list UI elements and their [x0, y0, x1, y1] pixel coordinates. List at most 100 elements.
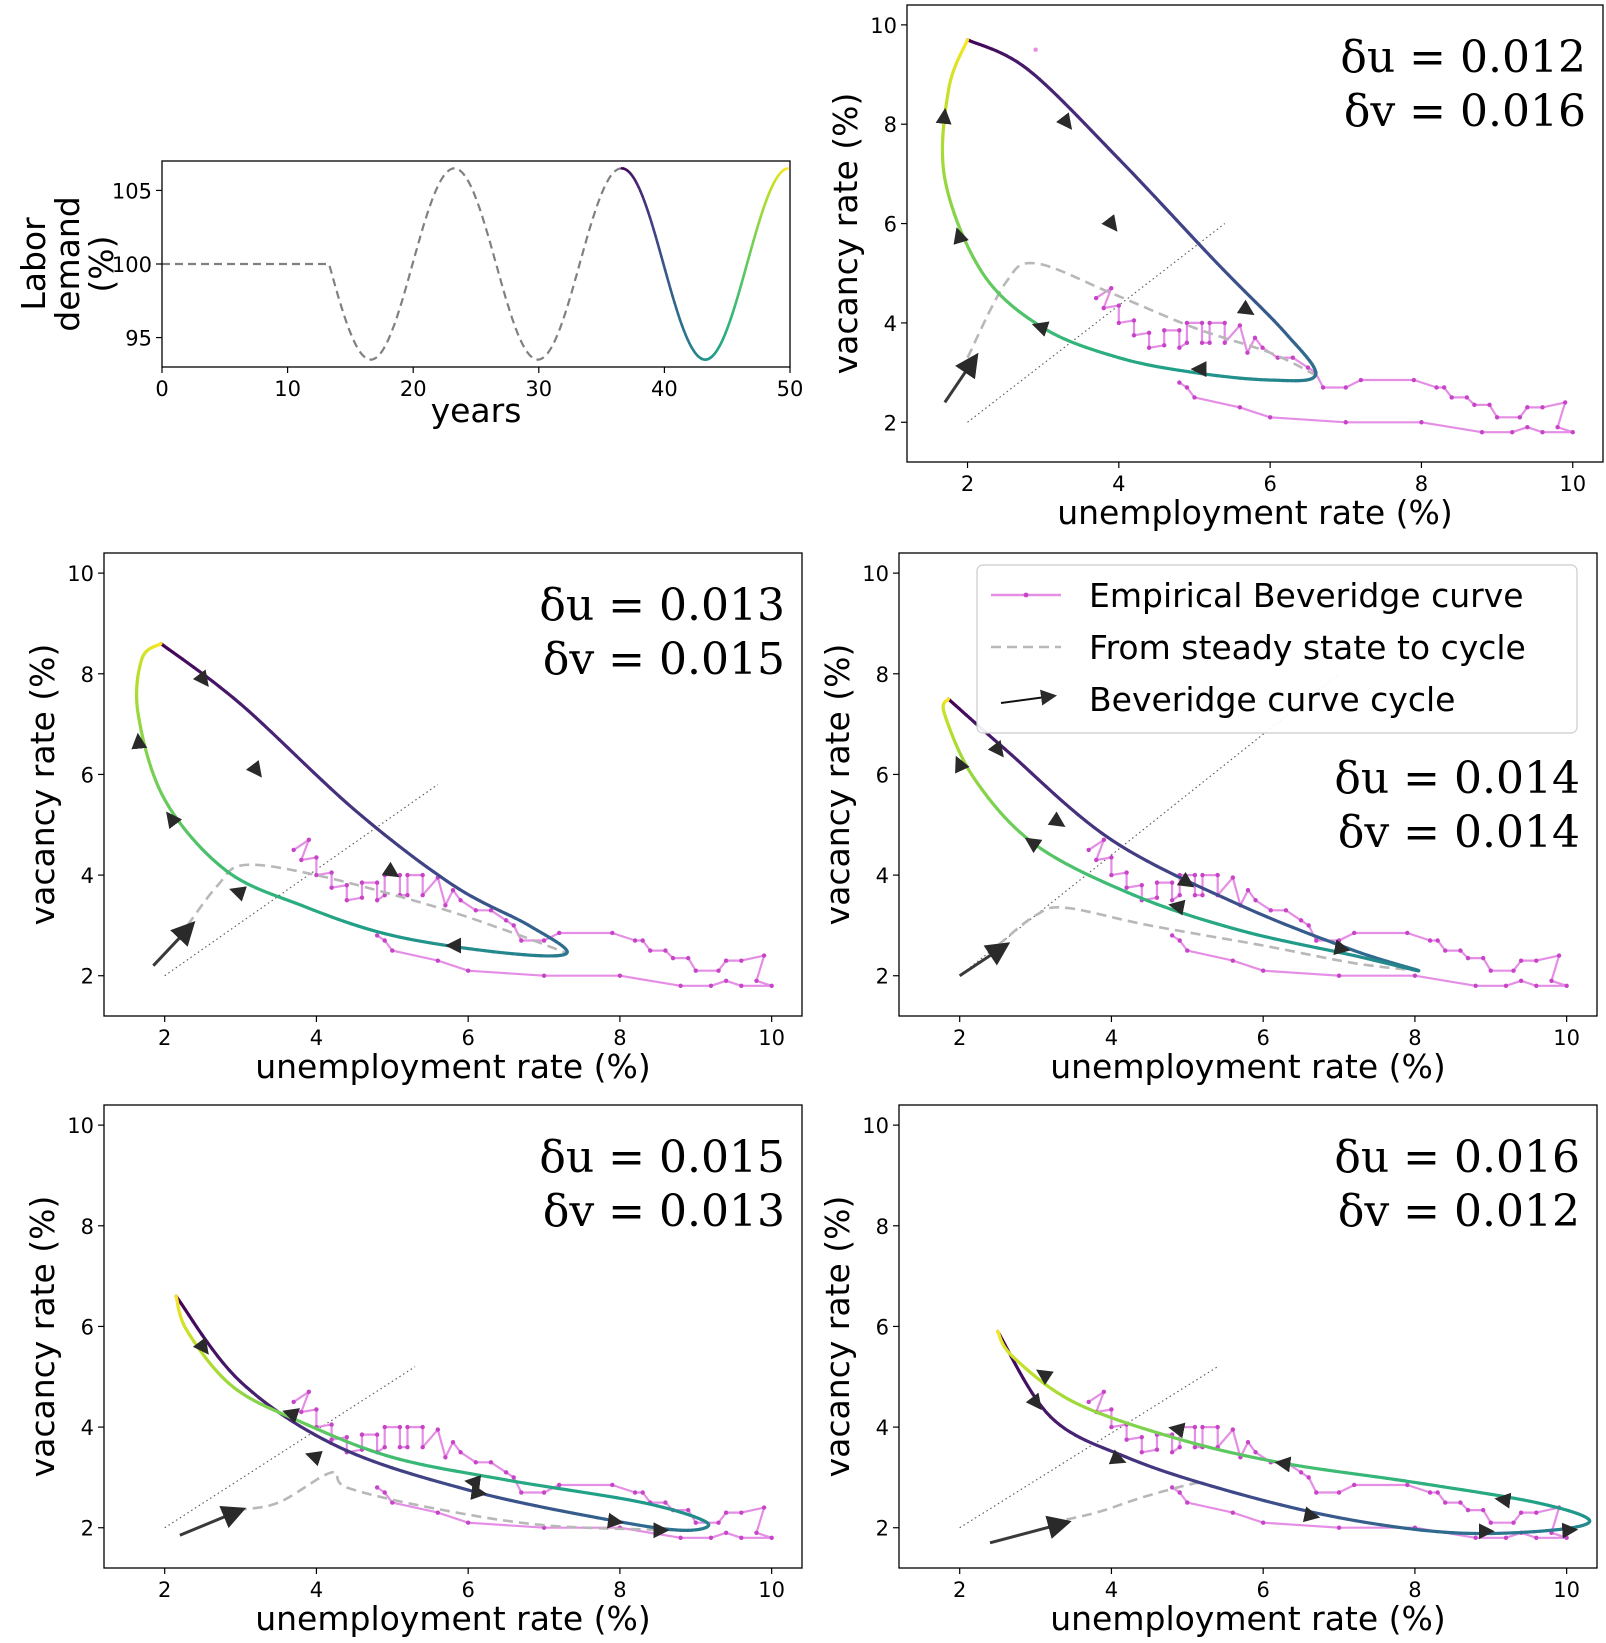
cycle-segment — [246, 708, 257, 719]
empirical-point — [306, 837, 312, 843]
empirical-point — [1267, 415, 1273, 420]
cycle-segment — [965, 38, 970, 44]
cycle-segment — [1138, 179, 1149, 191]
x-tick-label: 40 — [651, 377, 678, 401]
start-arrow — [943, 352, 979, 404]
x-tick-label: 8 — [1408, 1578, 1421, 1602]
empirical-point — [663, 948, 668, 953]
empirical-point — [678, 983, 683, 989]
cycle-segment — [524, 1502, 538, 1508]
cycle-segment — [1192, 882, 1206, 891]
empirical-point — [382, 1424, 387, 1430]
empirical-point — [1358, 377, 1364, 383]
empirical-point — [1564, 983, 1569, 989]
empirical-point — [1518, 958, 1524, 963]
empirical-point — [610, 930, 615, 936]
y-tick-label: 10 — [870, 14, 897, 38]
cycle-segment — [419, 1475, 433, 1482]
cycle-segment — [586, 1491, 600, 1497]
delta-u-annotation: δu = 0.015 — [539, 1132, 785, 1183]
empirical-point — [1109, 1424, 1114, 1430]
y-tick-label: 6 — [876, 1315, 889, 1339]
empirical-point — [519, 938, 524, 943]
empirical-point — [1139, 1434, 1144, 1440]
chart-panel-4: 2 4 6 8 10 2 4 6 8 10 unemployment rate (%) vacancy… — [818, 552, 1598, 1086]
cycle-segment — [311, 770, 324, 782]
cycle-direction-arrow — [282, 1408, 300, 1424]
cycle-direction-arrow — [192, 1337, 209, 1355]
empirical-point — [329, 885, 334, 890]
cycle-segment — [1076, 813, 1088, 823]
empirical-point — [1534, 1535, 1539, 1541]
x-axis-label: unemployment rate (%) — [1050, 1599, 1446, 1638]
empirical-point — [1139, 882, 1144, 888]
empirical-point — [344, 898, 349, 903]
empirical-point — [1131, 318, 1137, 323]
empirical-point — [420, 1445, 425, 1450]
y-tick-label: 6 — [81, 1315, 94, 1339]
legend-box — [976, 564, 1578, 734]
cycle-direction-arrow — [1025, 1392, 1042, 1411]
empirical-point — [1305, 365, 1311, 370]
cycle-segment — [1124, 164, 1135, 176]
empirical-point — [344, 882, 349, 888]
cycle-direction-arrow — [192, 669, 209, 688]
empirical-point — [1169, 1450, 1175, 1455]
empirical-point — [1154, 880, 1160, 885]
empirical-point — [405, 1424, 410, 1430]
cycle-segment — [606, 1494, 620, 1500]
cycle-direction-arrow — [987, 739, 1004, 758]
empirical-point — [557, 930, 562, 936]
cycle-segment — [1060, 799, 1072, 810]
cycle-segment — [1117, 157, 1128, 168]
cycle-segment — [533, 1483, 548, 1489]
empirical-point — [473, 908, 478, 913]
cycle-segment — [1394, 1478, 1408, 1483]
empirical-point — [1443, 948, 1448, 953]
cycle-segment — [1354, 1472, 1368, 1478]
cycle-segment — [1313, 1466, 1328, 1472]
dotted-reference-line — [164, 784, 439, 977]
empirical-point — [1306, 1475, 1311, 1480]
cycle-segment — [1068, 806, 1080, 817]
empirical-point — [1094, 857, 1099, 863]
empirical-point — [1230, 1510, 1236, 1515]
cycle-direction-arrow — [935, 107, 952, 125]
cycle-segment — [513, 1479, 527, 1485]
empirical-point — [1200, 872, 1205, 878]
cycle-segment — [363, 1456, 376, 1464]
empirical-beveridge-curve — [1088, 838, 1568, 987]
empirical-point — [291, 847, 296, 853]
empirical-point — [1124, 1437, 1129, 1442]
empirical-point — [405, 872, 410, 878]
axes-frame — [898, 552, 1598, 1017]
x-tick-label: 10 — [274, 377, 301, 401]
empirical-point — [1412, 973, 1418, 978]
empirical-point — [1283, 908, 1289, 913]
empirical-point — [1465, 1507, 1471, 1513]
cycle-segment — [485, 1493, 499, 1499]
y-tick-label: 95 — [125, 327, 152, 351]
empirical-point — [1427, 938, 1433, 943]
cycle-segment — [523, 1481, 537, 1487]
empirical-point — [1555, 425, 1560, 430]
x-tick-label: 8 — [1415, 472, 1428, 496]
y-axis-label: vacancy rate (%) — [818, 1196, 857, 1478]
empirical-point — [1207, 320, 1212, 326]
cycle-direction-arrow — [955, 755, 970, 774]
stray-point — [1033, 47, 1038, 52]
empirical-point — [1093, 295, 1099, 301]
x-tick-label: 6 — [461, 1578, 474, 1602]
empirical-point — [374, 933, 380, 938]
empirical-point — [458, 1450, 463, 1455]
cycle-segment — [504, 1497, 518, 1504]
empirical-point — [1480, 1507, 1486, 1513]
empirical-point — [1185, 948, 1190, 953]
delta-u-annotation: δu = 0.013 — [539, 580, 785, 631]
cycle-segment — [565, 1488, 580, 1494]
cycle-segment — [495, 1495, 508, 1502]
empirical-point — [1237, 405, 1243, 410]
cycle-segment — [1344, 1471, 1358, 1476]
cycle-segment — [438, 1480, 452, 1487]
empirical-point — [1124, 870, 1129, 875]
